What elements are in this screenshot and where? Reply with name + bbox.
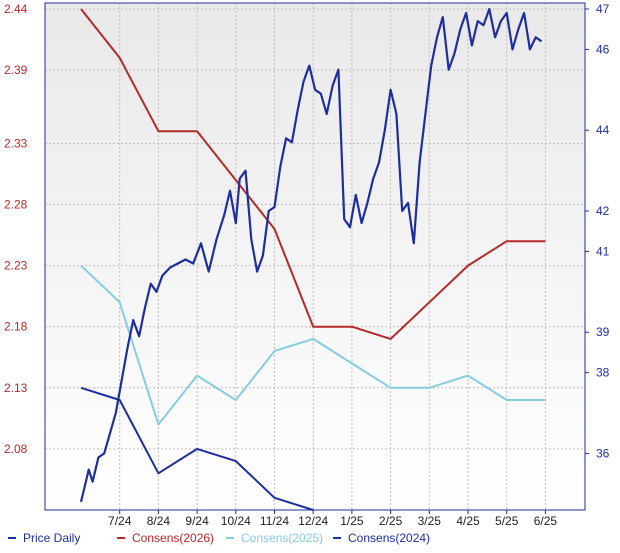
legend-item: Price Daily	[8, 531, 80, 545]
legend-label: Consens(2026)	[132, 531, 214, 545]
right-tick-label: 41	[596, 244, 610, 258]
x-tick-label: 1/25	[340, 514, 364, 528]
left-tick-label: 2.39	[4, 63, 28, 77]
axes: 2.44 2.39 2.33 2.28 2.23 2.18 2.13 2.08 47 46 44 42…	[4, 2, 610, 528]
x-tick-label: 9/24	[185, 514, 209, 528]
x-tick-label: 5/25	[495, 514, 519, 528]
series-line-consens-2025	[80, 264, 546, 426]
right-tick-label: 39	[596, 325, 610, 339]
legend-item: Consens(2026)	[117, 531, 214, 545]
x-tick-label: 3/25	[418, 514, 442, 528]
left-tick-label: 2.08	[4, 442, 28, 456]
left-tick-label: 2.13	[4, 381, 28, 395]
right-tick-label: 46	[596, 42, 610, 56]
series-line-price-daily	[79, 7, 543, 503]
x-tick-label: 11/24	[260, 514, 289, 528]
plot-background	[45, 3, 585, 510]
left-tick-label: 2.33	[4, 136, 28, 150]
left-tick-label: 2.23	[4, 259, 28, 273]
right-tick-label: 44	[596, 123, 610, 137]
left-tick-label: 2.44	[4, 2, 28, 16]
x-tick-label: 7/24	[108, 514, 132, 528]
x-tick-label: 10/24	[221, 514, 251, 528]
x-tick-label: 6/25	[534, 514, 558, 528]
legend-label: Price Daily	[23, 531, 80, 545]
right-tick-label: 42	[596, 204, 610, 218]
legend-label: Consens(2025)	[241, 531, 323, 545]
legend-item: Consens(2025)	[226, 531, 323, 545]
series-line-consens-2026	[80, 8, 546, 340]
x-tick-label: 2/25	[379, 514, 403, 528]
x-tick-label: 12/24	[298, 514, 328, 528]
right-tick-label: 47	[596, 2, 610, 16]
left-tick-label: 2.18	[4, 320, 28, 334]
x-tick-label: 4/25	[456, 514, 480, 528]
legend: Price Daily Consens(2026) Consens(2025) Con…	[8, 531, 430, 545]
legend-item: Consens(2024)	[333, 531, 430, 545]
right-tick-label: 38	[596, 366, 610, 380]
series-line-consens-2024	[80, 386, 314, 511]
legend-label: Consens(2024)	[348, 531, 430, 545]
x-tick-label: 8/24	[147, 514, 171, 528]
series-layer	[79, 7, 546, 511]
left-tick-label: 2.28	[4, 198, 28, 212]
right-tick-label: 36	[596, 446, 610, 460]
plot-frame	[44, 2, 586, 511]
